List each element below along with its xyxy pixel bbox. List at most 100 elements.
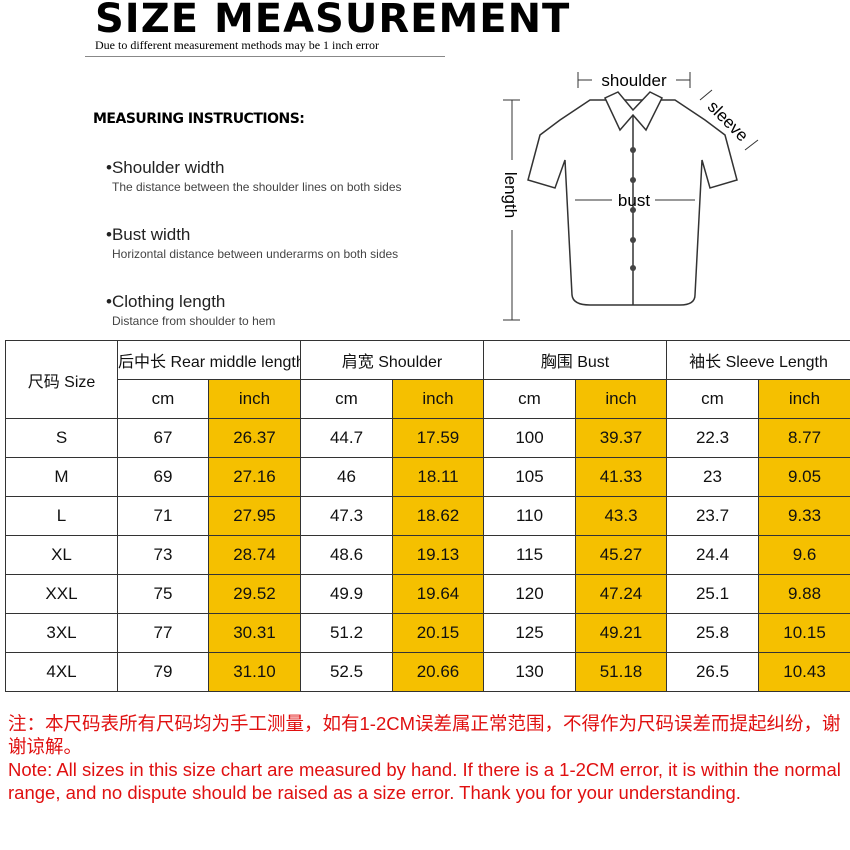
cell: 44.7	[300, 418, 393, 458]
cell: 9.6	[757, 535, 850, 575]
label-length: length	[501, 172, 520, 218]
unit-cell: cm	[666, 379, 759, 419]
cell: 9.33	[757, 496, 850, 536]
cell: 25.1	[666, 574, 759, 614]
header-cell: 袖长 Sleeve Length	[665, 340, 850, 380]
unit-cell: inch	[392, 379, 484, 419]
unit-cell: inch	[575, 379, 667, 419]
cell: 51.2	[300, 613, 393, 653]
size-row: 3XL 77 30.31 51.2 20.15 125 49.21 25.8 10.15	[5, 613, 850, 653]
unit-cell: inch	[757, 379, 850, 419]
size-row: XL 73 28.74 48.6 19.13 115 45.27 24.4 9.6	[5, 535, 850, 575]
cell: 24.4	[666, 535, 759, 575]
cell: 28.74	[208, 535, 301, 575]
subtitle: Due to different measurement methods may…	[95, 38, 380, 52]
cell: 26.37	[208, 418, 301, 458]
cell: 18.62	[392, 496, 484, 536]
bullet: •	[106, 292, 112, 311]
label-shoulder: shoulder	[601, 71, 667, 90]
cell: 110	[483, 496, 576, 536]
bullet: •	[106, 158, 112, 177]
cell: 9.88	[757, 574, 850, 614]
cell: 39.37	[575, 418, 667, 458]
unit-cell: cm	[117, 379, 209, 419]
size-row: L 71 27.95 47.3 18.62 110 43.3 23.7 9.33	[5, 496, 850, 536]
size-table: 尺码 Size 后中长 Rear middle length 肩宽 Shoulder…	[5, 340, 850, 692]
cell: 22.3	[666, 418, 759, 458]
cell: 18.11	[392, 457, 484, 497]
cell: 23	[666, 457, 759, 497]
header-cell: 肩宽 Shoulder	[300, 340, 484, 380]
cell: 27.95	[208, 496, 301, 536]
cell: 77	[117, 613, 209, 653]
buttons	[630, 147, 636, 271]
cell: 130	[483, 652, 576, 692]
cell: 9.05	[757, 457, 850, 497]
cell: 25.8	[666, 613, 759, 653]
unit-cell: cm	[300, 379, 393, 419]
cell: 46	[300, 457, 393, 497]
cell: 52.5	[300, 652, 393, 692]
cell: 69	[117, 457, 209, 497]
cell: 125	[483, 613, 576, 653]
cell: 19.64	[392, 574, 484, 614]
cell: 30.31	[208, 613, 301, 653]
shirt-diagram: shoulder bust length sleeve	[501, 71, 759, 321]
instruction-title: Bust width	[111, 225, 191, 244]
bullet: •	[106, 225, 112, 244]
label-bust: bust	[618, 191, 650, 210]
cell: 115	[483, 535, 576, 575]
cell: 48.6	[300, 535, 393, 575]
cell: 23.7	[666, 496, 759, 536]
cell: 17.59	[392, 418, 484, 458]
cell: 47.24	[575, 574, 667, 614]
cell: 120	[483, 574, 576, 614]
header-cell: 胸围 Bust	[483, 340, 667, 380]
instruction-item: •Shoulder width The distance between the …	[106, 158, 402, 194]
cell: 47.3	[300, 496, 393, 536]
cell: 41.33	[575, 457, 667, 497]
cell: 27.16	[208, 457, 301, 497]
cell: M	[5, 457, 118, 497]
size-row: XXL 75 29.52 49.9 19.64 120 47.24 25.1 9.88	[5, 574, 850, 614]
instruction-description: The distance between the shoulder lines …	[112, 180, 402, 194]
cell: XXL	[5, 574, 118, 614]
cell: 51.18	[575, 652, 667, 692]
instruction-title: Shoulder width	[111, 158, 225, 177]
note-chinese: 注：本尺码表所有尺码均为手工测量，如有1-2CM误差属正常范围，不得作为尺码误差…	[8, 713, 841, 757]
cell: 43.3	[575, 496, 667, 536]
cell: S	[5, 418, 118, 458]
header-cell: 尺码 Size	[5, 340, 118, 419]
instruction-row: •Shoulder width	[106, 158, 402, 178]
cell: 45.27	[575, 535, 667, 575]
cell: 8.77	[757, 418, 850, 458]
cell: 75	[117, 574, 209, 614]
cell: 49.9	[300, 574, 393, 614]
cell: 67	[117, 418, 209, 458]
note-english: Note: All sizes in this size chart are m…	[8, 759, 841, 803]
cell: 4XL	[5, 652, 118, 692]
instruction-description: Horizontal distance between underarms on…	[112, 247, 399, 261]
cell: 105	[483, 457, 576, 497]
cell: 19.13	[392, 535, 484, 575]
instruction-description: Distance from shoulder to hem	[112, 314, 276, 328]
cell: 29.52	[208, 574, 301, 614]
instruction-item: •Clothing length Distance from shoulder t…	[106, 292, 275, 328]
instruction-row: •Bust width	[106, 225, 398, 245]
cell: 73	[117, 535, 209, 575]
cell: 49.21	[575, 613, 667, 653]
cell: 26.5	[666, 652, 759, 692]
cell: 71	[117, 496, 209, 536]
instruction-item: •Bust width Horizontal distance between u…	[106, 225, 398, 261]
cell: 10.15	[757, 613, 850, 653]
cell: 31.10	[208, 652, 301, 692]
size-row: 4XL 79 31.10 52.5 20.66 130 51.18 26.5 10.43	[5, 652, 850, 692]
instruction-title: Clothing length	[111, 292, 226, 311]
shirt-outline	[527, 91, 738, 306]
cell: 100	[483, 418, 576, 458]
instruction-row: •Clothing length	[106, 292, 275, 312]
title: SIZE MEASUREMENT	[95, 0, 571, 42]
instructions-heading: MEASURING INSTRUCTIONS:	[93, 111, 305, 127]
cell: 10.43	[757, 652, 850, 692]
